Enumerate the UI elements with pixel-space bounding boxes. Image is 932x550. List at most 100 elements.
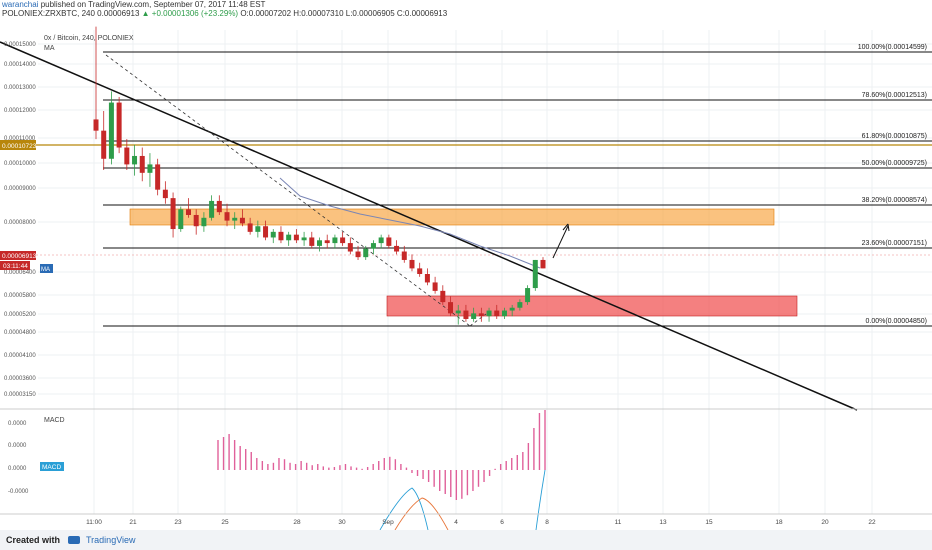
candle-body xyxy=(370,243,376,249)
price-chart[interactable]: 100.00%(0.00014599) 78.60%(0.00012513) 61.… xyxy=(0,0,932,530)
candle-body xyxy=(324,240,330,244)
candle-body xyxy=(540,259,546,269)
candle-body xyxy=(216,200,222,213)
candle-body xyxy=(347,243,353,252)
candle-body xyxy=(278,231,284,241)
candle-body xyxy=(378,237,384,244)
x-tick-label: 11 xyxy=(615,519,622,526)
candle-body xyxy=(471,313,477,319)
candle-body xyxy=(317,240,322,246)
candle-body xyxy=(139,155,145,173)
candle-body xyxy=(185,209,191,215)
hline-price-badge xyxy=(0,140,36,150)
tradingview-logo-icon xyxy=(68,536,81,544)
macd-legend: MACD xyxy=(44,417,65,424)
y-tick-label: 0.00012000 xyxy=(4,108,36,114)
candle-body xyxy=(478,313,484,317)
x-tick-label: 25 xyxy=(221,519,229,526)
candle-body xyxy=(525,288,531,303)
candle-body xyxy=(448,302,454,314)
candle-body xyxy=(501,310,507,317)
countdown-badge xyxy=(0,261,30,270)
candle-body xyxy=(239,217,245,224)
price-change: ▲ +0.00001306 (+23.29%) xyxy=(141,9,239,18)
x-tick-label: 21 xyxy=(129,519,137,526)
candle-body xyxy=(224,212,230,221)
last-price-badge-text: 0.00006913 xyxy=(2,253,37,260)
candle-body xyxy=(340,237,346,244)
x-tick-label: Sep xyxy=(382,519,394,526)
y-tick-label: 0.00004800 xyxy=(4,330,36,336)
ma-badge xyxy=(40,264,53,273)
current-price: 0.00006913 xyxy=(97,9,140,18)
fib-label: 50.00%(0.00009725) xyxy=(862,160,927,167)
candle-body xyxy=(147,164,153,173)
candle-body xyxy=(247,223,253,232)
macd-tick-label: 0.0000 xyxy=(8,421,27,427)
ma-legend: MA xyxy=(44,45,55,52)
macd-line xyxy=(379,487,429,530)
fib-label: 0.00%(0.00004850) xyxy=(866,318,928,325)
y-tick-label: 0.00005200 xyxy=(4,312,36,318)
macd-badge xyxy=(40,462,64,471)
y-tick-label: 0.00005800 xyxy=(4,293,36,299)
countdown-badge-text: 03:11:44 xyxy=(3,263,28,270)
candle-body xyxy=(532,259,538,289)
candle-body xyxy=(332,237,338,244)
dashed-channel-line[interactable] xyxy=(105,54,471,327)
y-tick-label: 0.00013000 xyxy=(4,85,36,91)
candlestick-series xyxy=(93,26,546,325)
x-tick-label: 6 xyxy=(500,519,504,526)
macd-y-axis: 0.0000 0.0000 0.0000 -0.0000 xyxy=(8,421,29,495)
last-price-badge xyxy=(0,251,36,260)
candle-body xyxy=(193,214,199,227)
candle-body xyxy=(132,155,138,165)
tradingview-brand[interactable]: TradingView xyxy=(86,535,136,545)
candle-body xyxy=(101,130,107,159)
y-tick-label: 0.00006400 xyxy=(4,270,36,276)
candle-body xyxy=(232,217,238,221)
candle-body xyxy=(301,237,307,241)
candle-body xyxy=(155,164,161,190)
candle-body xyxy=(494,310,500,317)
macd-line-right xyxy=(535,469,546,530)
fib-label: 38.20%(0.00008574) xyxy=(862,197,927,204)
candle-body xyxy=(93,119,99,131)
x-tick-label: 20 xyxy=(821,519,829,526)
candle-body xyxy=(386,237,392,246)
y-tick-label: 0.00014000 xyxy=(4,62,36,68)
chart-header: waranchai published on TradingView.com, … xyxy=(2,0,447,18)
y-tick-label: 0.00009000 xyxy=(4,186,36,192)
candle-body xyxy=(309,237,315,246)
fib-label: 61.80%(0.00010875) xyxy=(862,133,927,140)
projection-arrow xyxy=(552,225,569,259)
x-tick-label: 18 xyxy=(775,519,783,526)
descending-trendline[interactable] xyxy=(0,41,858,411)
x-tick-label: 28 xyxy=(293,519,301,526)
symbol-line: POLONIEX:ZRXBTC, 240 xyxy=(2,9,95,18)
published-info: published on TradingView.com, September … xyxy=(40,0,266,9)
macd-tick-label: 0.0000 xyxy=(8,466,27,472)
x-tick-label: 15 xyxy=(705,519,713,526)
y-tick-label: 0.00003600 xyxy=(4,376,36,382)
candle-body xyxy=(108,102,114,159)
candle-body xyxy=(293,234,299,241)
candle-body xyxy=(286,234,292,241)
candle-body xyxy=(363,248,369,258)
ohlc-values: O:0.00007202 H:0.00007310 L:0.00006905 C… xyxy=(240,9,448,18)
fib-label: 23.60%(0.00007151) xyxy=(862,240,927,247)
candle-body xyxy=(417,268,423,275)
created-with-label: Created with xyxy=(6,535,61,545)
candle-body xyxy=(162,189,168,199)
grid-lines xyxy=(38,30,932,514)
fib-label: 78.60%(0.00012513) xyxy=(862,92,927,99)
ma-badge-text: MA xyxy=(41,267,50,273)
signal-line xyxy=(394,497,449,530)
arrow-head-icon xyxy=(562,223,570,232)
x-tick-label: 23 xyxy=(174,519,182,526)
macd-badge-text: MACD xyxy=(42,464,61,471)
fib-label: 100.00%(0.00014599) xyxy=(858,44,927,51)
author-name[interactable]: waranchai xyxy=(2,0,39,9)
candle-body xyxy=(116,102,122,148)
candle-body xyxy=(201,217,207,227)
